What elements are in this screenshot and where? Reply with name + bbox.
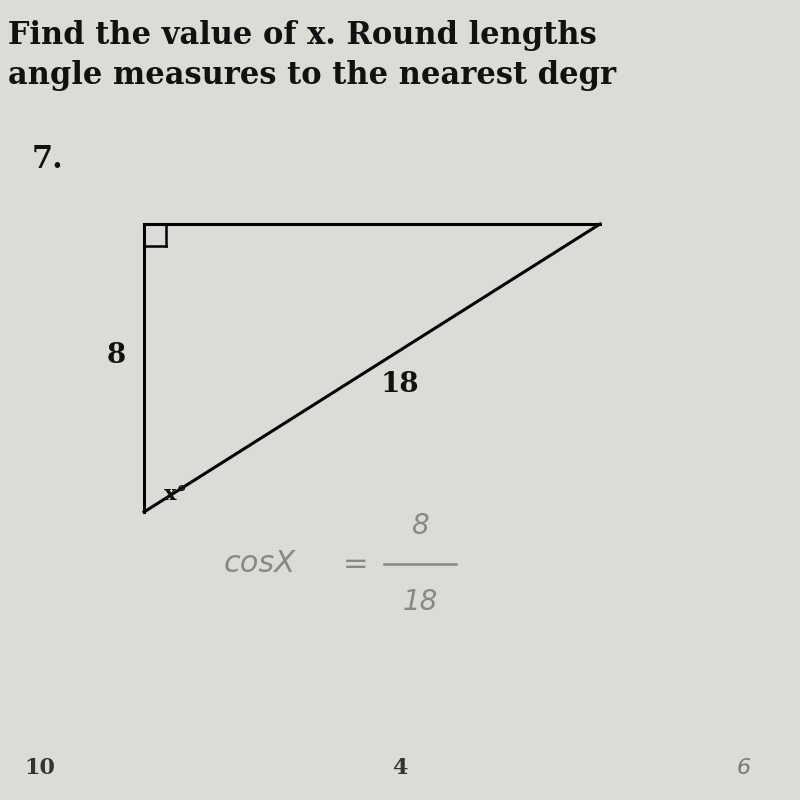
Text: =: = <box>343 550 369 578</box>
Text: 6: 6 <box>737 758 751 778</box>
Text: angle measures to the nearest degr: angle measures to the nearest degr <box>8 60 616 91</box>
Text: 18: 18 <box>381 370 419 398</box>
Text: 8: 8 <box>106 342 126 370</box>
Text: 18: 18 <box>402 589 438 616</box>
Text: 10: 10 <box>25 757 55 779</box>
Text: Find the value of x. Round lengths: Find the value of x. Round lengths <box>8 20 597 51</box>
Text: 8: 8 <box>411 512 429 540</box>
Text: x°: x° <box>164 484 187 504</box>
Text: 7.: 7. <box>32 144 64 175</box>
Text: cosX: cosX <box>224 550 296 578</box>
Text: 4: 4 <box>392 757 408 779</box>
